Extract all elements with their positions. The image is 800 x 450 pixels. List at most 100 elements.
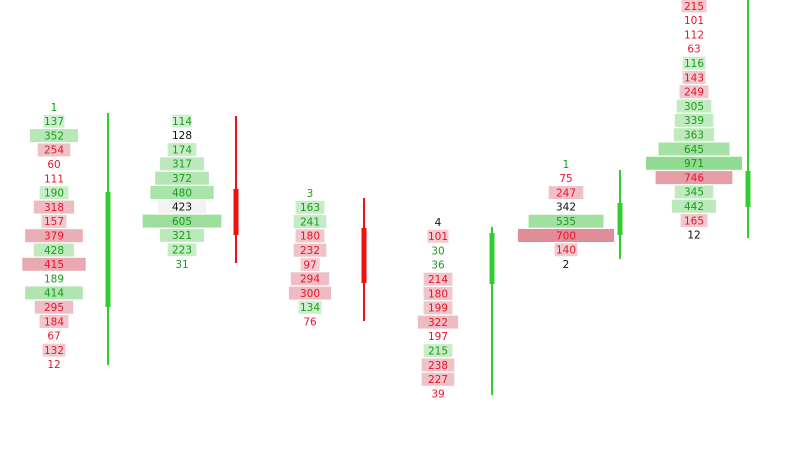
cell-value: 372 <box>172 173 192 185</box>
volume-bar <box>290 272 330 286</box>
volume-bar <box>682 71 706 84</box>
cell-value: 134 <box>300 302 320 314</box>
volume-bar <box>421 358 455 372</box>
volume-bar <box>25 286 83 300</box>
cell-value: 232 <box>300 245 320 257</box>
volume-bar <box>674 185 714 199</box>
volume-bar <box>30 129 78 143</box>
cell-value: 3 <box>307 188 314 200</box>
cell-value: 197 <box>428 331 448 343</box>
volume-bar <box>42 343 66 357</box>
volume-bar <box>142 214 222 228</box>
cell-value: 132 <box>44 345 64 357</box>
volume-bar <box>679 85 709 99</box>
candle-body <box>745 171 751 207</box>
cell-value: 157 <box>44 216 64 228</box>
volume-bar <box>676 99 712 113</box>
volume-bar <box>37 143 71 157</box>
volume-bar <box>423 272 453 286</box>
cell-value: 180 <box>300 231 320 243</box>
cell-value: 339 <box>684 115 704 127</box>
cell-value: 12 <box>687 230 700 242</box>
volume-bar <box>673 128 715 142</box>
footprint-column: 3 163 241 180 232 97 294 300 134 76 <box>288 188 367 329</box>
cell-value: 214 <box>428 274 448 286</box>
cell-value: 75 <box>559 173 572 185</box>
volume-bar <box>528 214 604 228</box>
footprint-column: 114 128 174 317 372 480 423 605 321 223 31 <box>142 114 239 271</box>
volume-bar <box>423 344 453 358</box>
cell-value: 645 <box>684 144 704 156</box>
cell-value: 238 <box>428 360 448 372</box>
cell-value: 128 <box>172 130 192 142</box>
cell-value: 189 <box>44 273 64 285</box>
cell-value: 101 <box>428 231 448 243</box>
cell-value: 746 <box>684 172 704 184</box>
cell-value: 137 <box>44 116 64 128</box>
volume-bar <box>167 243 197 257</box>
cell-value: 36 <box>431 260 445 272</box>
cell-value: 180 <box>428 288 448 300</box>
cell-value: 363 <box>684 130 704 142</box>
volume-bar <box>39 186 69 200</box>
cell-value: 305 <box>684 101 704 113</box>
cell-value: 700 <box>556 230 576 242</box>
candle-body <box>361 228 367 283</box>
volume-bar <box>167 143 197 157</box>
volume-bar <box>295 229 325 243</box>
cell-value: 190 <box>44 188 64 200</box>
cell-value: 971 <box>684 158 704 170</box>
cell-value: 317 <box>172 159 192 171</box>
volume-bar <box>655 171 733 185</box>
volume-bar <box>293 215 327 229</box>
volume-bar <box>518 229 614 242</box>
cell-value: 294 <box>300 274 320 286</box>
cell-value: 12 <box>47 359 60 371</box>
cell-value: 247 <box>556 187 576 199</box>
cell-value: 535 <box>556 216 576 228</box>
volume-bar <box>300 258 320 271</box>
cell-value: 39 <box>431 388 444 400</box>
volume-bar <box>681 0 707 13</box>
cell-value: 111 <box>44 173 64 185</box>
cell-value: 114 <box>172 116 192 128</box>
candle-body <box>489 233 495 284</box>
cell-value: 345 <box>684 187 704 199</box>
volume-bar <box>680 214 708 227</box>
volume-bar <box>25 229 83 243</box>
footprint-column: 215 101 112 63 116 143 249 305 339 363 645 971 746 34… <box>646 0 751 242</box>
cell-value: 352 <box>44 130 64 142</box>
cell-value: 480 <box>172 187 192 199</box>
cell-value: 342 <box>556 202 576 214</box>
cell-value: 112 <box>684 29 704 41</box>
cell-value: 215 <box>428 346 448 358</box>
volume-bar <box>288 286 332 300</box>
cell-value: 249 <box>684 87 704 99</box>
volume-bar <box>34 300 74 314</box>
volume-bar <box>417 315 459 329</box>
candle-body <box>233 189 239 235</box>
cell-value: 76 <box>303 317 317 329</box>
cell-value: 199 <box>428 303 448 315</box>
cell-value: 184 <box>44 316 64 328</box>
cell-value: 605 <box>172 216 192 228</box>
cell-value: 116 <box>684 58 704 70</box>
volume-bar <box>33 243 75 257</box>
volume-bar <box>421 372 455 386</box>
cell-value: 215 <box>684 1 704 13</box>
volume-bar <box>423 287 453 300</box>
volume-bar <box>159 228 205 242</box>
cell-value: 4 <box>435 217 442 229</box>
volume-bar <box>671 199 717 213</box>
footprint-column: 4 101 30 36 214 180 199 322 197 215 238 227 39 <box>417 217 495 400</box>
volume-bar <box>159 157 205 171</box>
volume-bar <box>43 114 65 128</box>
cell-value: 1 <box>563 159 570 171</box>
volume-bar <box>172 114 192 128</box>
volume-bar <box>682 56 706 70</box>
volume-bar <box>548 186 584 200</box>
volume-bar <box>646 156 742 170</box>
volume-bar <box>39 315 69 328</box>
cell-value: 318 <box>44 202 64 214</box>
